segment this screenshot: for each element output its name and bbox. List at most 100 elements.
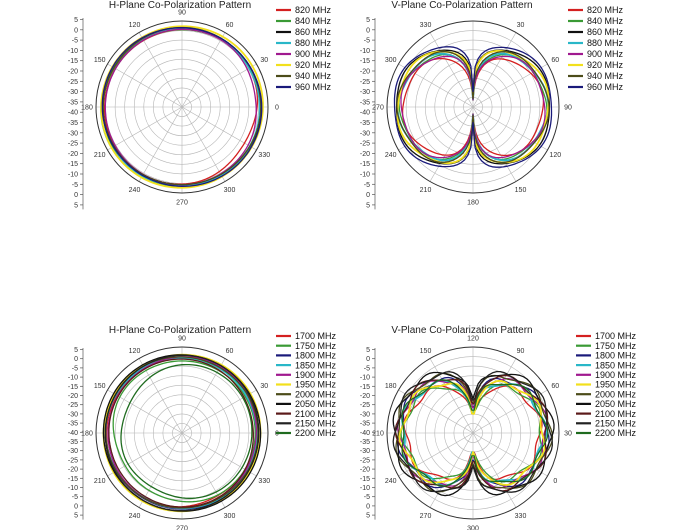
angle-label: 60 bbox=[226, 22, 234, 29]
radial-tick-label: 5 bbox=[74, 17, 78, 24]
radial-tick-label: -10 bbox=[360, 48, 370, 55]
grid-spoke bbox=[138, 432, 183, 508]
angle-label: 30 bbox=[260, 383, 268, 390]
angle-label: 30 bbox=[260, 57, 268, 64]
radial-tick-label: 0 bbox=[366, 356, 370, 363]
radial-tick-label: -30 bbox=[68, 130, 78, 137]
grid-spoke bbox=[107, 63, 183, 108]
angle-label: 120 bbox=[129, 348, 141, 355]
grid-spoke bbox=[429, 106, 474, 182]
radial-tick-label: -35 bbox=[68, 120, 78, 127]
radial-tick-label: 0 bbox=[74, 356, 78, 363]
angle-label: 180 bbox=[467, 200, 479, 207]
grid-spoke bbox=[472, 358, 517, 434]
series-line-2100-mhz bbox=[108, 358, 254, 508]
legend-label: 1800 MHz bbox=[595, 351, 637, 361]
legend-label: 1700 MHz bbox=[595, 331, 637, 341]
radial-tick-label: 5 bbox=[74, 202, 78, 209]
legend-label: 1700 MHz bbox=[295, 331, 337, 341]
series-line-2000-mhz bbox=[395, 372, 554, 493]
legend-label: 920 MHz bbox=[587, 60, 624, 70]
legend-label: 2150 MHz bbox=[295, 419, 337, 429]
legend-label: 2100 MHz bbox=[295, 409, 337, 419]
angle-label: 300 bbox=[467, 526, 479, 530]
grid-spoke bbox=[138, 32, 183, 108]
radial-tick-label: -25 bbox=[360, 457, 370, 464]
radial-tick-label: 5 bbox=[366, 347, 370, 354]
angle-label: 150 bbox=[94, 57, 106, 64]
radial-tick-label: -15 bbox=[68, 384, 78, 391]
angle-label: 90 bbox=[517, 348, 525, 355]
radial-tick-label: -15 bbox=[68, 476, 78, 483]
radial-tick-label: -15 bbox=[360, 476, 370, 483]
series-line-2150-mhz bbox=[104, 354, 260, 512]
legend-label: 860 MHz bbox=[295, 27, 332, 37]
grid-spoke bbox=[181, 106, 226, 182]
radial-tick-label: -5 bbox=[364, 182, 370, 189]
series-line-2200-mhz bbox=[401, 379, 549, 487]
angle-label: 300 bbox=[385, 57, 397, 64]
angle-label: 30 bbox=[564, 431, 572, 438]
series-line-960-mhz bbox=[393, 46, 553, 168]
radial-tick-label: -25 bbox=[68, 141, 78, 148]
angle-label: 210 bbox=[94, 152, 106, 159]
legend-label: 880 MHz bbox=[587, 38, 624, 48]
radial-tick-label: -20 bbox=[360, 151, 370, 158]
radial-tick-label: 5 bbox=[74, 513, 78, 520]
outer-ring bbox=[386, 346, 560, 520]
radial-tick-label: -30 bbox=[68, 448, 78, 455]
grid-spoke bbox=[429, 432, 474, 508]
radial-tick-label: -5 bbox=[72, 365, 78, 372]
radial-tick-label: -20 bbox=[360, 69, 370, 76]
outer-ring bbox=[386, 20, 560, 194]
legend-label: 840 MHz bbox=[587, 16, 624, 26]
radial-tick-label: -10 bbox=[360, 172, 370, 179]
radial-tick-label: -25 bbox=[68, 79, 78, 86]
legend-label: 1750 MHz bbox=[595, 341, 637, 351]
angle-label: 330 bbox=[420, 22, 432, 29]
angle-label: 270 bbox=[176, 200, 188, 207]
legend-label: 1850 MHz bbox=[595, 360, 637, 370]
grid-spoke bbox=[472, 106, 517, 182]
legend-label: 880 MHz bbox=[295, 38, 332, 48]
legend-label: 2150 MHz bbox=[595, 419, 637, 429]
chart-title: H-Plane Co-Polarization Pattern bbox=[109, 325, 251, 336]
legend-label: 920 MHz bbox=[295, 60, 332, 70]
radial-tick-label: 5 bbox=[366, 17, 370, 24]
radial-tick-label: -25 bbox=[68, 402, 78, 409]
outer-ring bbox=[95, 346, 269, 520]
angle-label: 60 bbox=[551, 57, 559, 64]
grid-spoke bbox=[138, 106, 183, 182]
legend-label: 860 MHz bbox=[587, 27, 624, 37]
radial-tick-label: 0 bbox=[74, 27, 78, 34]
radial-tick-label: 0 bbox=[366, 192, 370, 199]
grid-spoke bbox=[107, 106, 183, 151]
grid-spoke bbox=[181, 63, 257, 108]
grid-spoke bbox=[181, 358, 226, 434]
angle-label: 0 bbox=[275, 105, 279, 112]
angle-label: 120 bbox=[129, 22, 141, 29]
angle-label: 300 bbox=[224, 187, 236, 194]
legend-label: 940 MHz bbox=[295, 71, 332, 81]
angle-label: 270 bbox=[420, 513, 432, 520]
angle-label: 150 bbox=[420, 348, 432, 355]
radial-tick-label: -30 bbox=[360, 411, 370, 418]
grid-spoke bbox=[429, 358, 474, 434]
series-line-2200-mhz bbox=[120, 363, 253, 499]
angle-label: 210 bbox=[94, 478, 106, 485]
legend-label: 960 MHz bbox=[587, 82, 624, 92]
grid-spoke bbox=[181, 32, 226, 108]
polar-chart-1: H-Plane Co-Polarization Pattern 0 30 60 90 12… bbox=[68, 0, 332, 210]
radial-tick-label: -35 bbox=[68, 99, 78, 106]
legend-label: 820 MHz bbox=[295, 5, 332, 15]
legend-label: 1850 MHz bbox=[295, 360, 337, 370]
grid-spoke bbox=[472, 32, 517, 108]
radial-tick-label: -35 bbox=[360, 421, 370, 428]
series-line-820-mhz bbox=[401, 57, 545, 157]
angle-label: 210 bbox=[372, 431, 384, 438]
radial-tick-label: 5 bbox=[366, 513, 370, 520]
